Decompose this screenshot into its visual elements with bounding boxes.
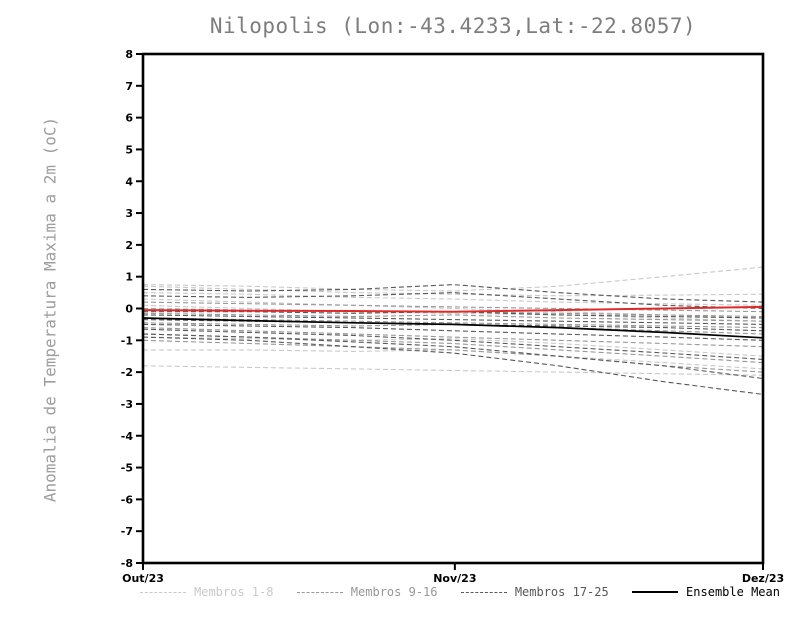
legend-item-ensemble-mean: Ensemble Mean	[632, 585, 780, 599]
ensemble-mean-line-sample	[632, 591, 679, 593]
series-line-mid	[142, 339, 764, 373]
x-tick-label: Dez/23	[742, 572, 784, 585]
y-tick-label: 5	[125, 143, 133, 156]
series-line-light	[142, 304, 764, 322]
y-tick-label: 6	[125, 112, 133, 125]
series-line-dark	[142, 336, 764, 395]
series-line-mid	[142, 333, 764, 364]
series-line-dark	[142, 328, 764, 360]
series-line-dark	[142, 333, 764, 380]
series-line-mean	[142, 317, 764, 339]
legend-label: Membros 1-8	[194, 585, 274, 599]
y-tick-label: 3	[125, 207, 133, 220]
series-line-light	[143, 349, 764, 370]
y-tick-label: 7	[125, 80, 133, 93]
series-line-mid	[142, 312, 764, 322]
series-line-red	[142, 305, 764, 313]
series-line-mid	[142, 317, 764, 329]
series-line-dark	[142, 323, 764, 341]
series-line-dark	[142, 284, 764, 303]
y-tick-label: -4	[121, 430, 134, 443]
series-line-mid	[142, 322, 764, 335]
legend: Membros 1-8 Membros 9-16 Membros 17-25 E…	[140, 585, 780, 599]
y-tick-label: 1	[125, 271, 133, 284]
legend-item-members-1-8: Membros 1-8	[140, 585, 273, 599]
y-tick-label: 8	[125, 48, 133, 61]
series-line-light	[142, 285, 764, 297]
legend-item-members-17-25: Membros 17-25	[460, 585, 609, 599]
y-tick-label: -6	[121, 493, 134, 506]
members-1-8-line-sample	[140, 591, 186, 593]
series-line-light	[142, 336, 764, 357]
y-tick-label: -2	[121, 366, 133, 379]
series-line-dark	[142, 292, 764, 310]
series-line-dark	[143, 311, 764, 319]
legend-item-members-9-16: Membros 9-16	[296, 585, 438, 599]
series-line-light	[142, 292, 764, 306]
members-17-25-line-sample	[460, 591, 507, 593]
x-tick-label: Out/23	[122, 572, 164, 585]
series-line-mid	[142, 327, 764, 348]
series-line-light	[142, 266, 764, 292]
series-line-mid	[142, 301, 764, 313]
y-tick-label: -3	[121, 398, 133, 411]
chart-title: Nilopolis (Lon:-43.4233,Lat:-22.8057)	[209, 14, 697, 38]
members-9-16-line-sample	[296, 591, 343, 593]
legend-label: Membros 17-25	[514, 585, 609, 599]
legend-label: Membros 9-16	[350, 585, 438, 599]
y-tick-label: -7	[121, 525, 133, 538]
y-tick-label: -5	[121, 462, 133, 475]
series-line-light	[142, 365, 764, 376]
x-tick-label: Nov/23	[433, 572, 476, 585]
y-tick-label: -1	[121, 334, 133, 347]
y-tick-label: 4	[125, 175, 133, 188]
y-tick-label: 0	[125, 303, 133, 316]
series-line-dark	[142, 314, 764, 325]
y-tick-label: -8	[121, 557, 133, 570]
legend-label: Ensemble Mean	[686, 585, 780, 599]
y-tick-label: 2	[125, 239, 133, 252]
